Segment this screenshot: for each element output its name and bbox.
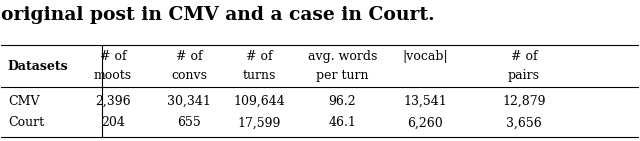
Text: 2,396: 2,396 xyxy=(95,94,131,108)
Text: 17,599: 17,599 xyxy=(238,116,281,129)
Text: 655: 655 xyxy=(177,116,201,129)
Text: CMV: CMV xyxy=(8,94,39,108)
Text: per turn: per turn xyxy=(316,69,369,82)
Text: |vocab|: |vocab| xyxy=(403,50,448,63)
Text: 109,644: 109,644 xyxy=(234,94,285,108)
Text: original post in CMV and a case in Court.: original post in CMV and a case in Court… xyxy=(1,5,435,24)
Text: moots: moots xyxy=(94,69,132,82)
Text: 46.1: 46.1 xyxy=(328,116,356,129)
Text: 204: 204 xyxy=(101,116,125,129)
Text: pairs: pairs xyxy=(508,69,540,82)
Text: Datasets: Datasets xyxy=(8,60,68,72)
Text: 3,656: 3,656 xyxy=(506,116,542,129)
Text: turns: turns xyxy=(243,69,276,82)
Text: 13,541: 13,541 xyxy=(403,94,447,108)
Text: # of: # of xyxy=(246,50,273,63)
Text: 12,879: 12,879 xyxy=(502,94,546,108)
Text: avg. words: avg. words xyxy=(308,50,377,63)
Text: # of: # of xyxy=(176,50,203,63)
Text: 6,260: 6,260 xyxy=(407,116,443,129)
Text: # of: # of xyxy=(511,50,537,63)
Text: convs: convs xyxy=(172,69,207,82)
Text: # of: # of xyxy=(100,50,126,63)
Text: 96.2: 96.2 xyxy=(328,94,356,108)
Text: Court: Court xyxy=(8,116,44,129)
Text: 30,341: 30,341 xyxy=(168,94,211,108)
